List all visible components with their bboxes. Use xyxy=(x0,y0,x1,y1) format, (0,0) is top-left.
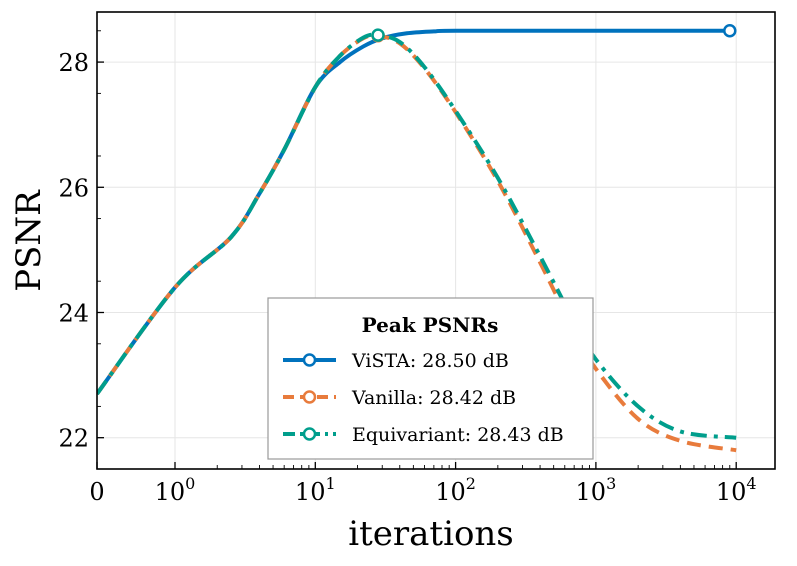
x-tick-base: 10 xyxy=(576,478,607,506)
x-tick-base: 10 xyxy=(435,478,466,506)
x-tick-label: 103 xyxy=(576,474,617,506)
legend-box xyxy=(267,297,594,460)
x-tick-base: 0 xyxy=(89,478,104,506)
x-tick-exponent: 1 xyxy=(325,474,335,493)
x-tick-base: 10 xyxy=(716,478,747,506)
x-axis-label: iterations xyxy=(348,514,514,554)
legend-entries: ViSTA: 28.50 dB Vanilla: 28.42 dB Equivari… xyxy=(283,350,564,446)
legend-title: Peak PSNRs xyxy=(362,313,499,337)
x-tick-label: 102 xyxy=(435,474,476,506)
legend: Peak PSNRs ViSTA: 28.50 dB Vanilla: 28.42… xyxy=(267,297,594,460)
y-tick-label: 22 xyxy=(58,425,89,453)
x-tick-exponent: 4 xyxy=(746,474,756,493)
legend-label: ViSTA: 28.50 dB xyxy=(351,350,509,372)
legend-entry-vista: ViSTA: 28.50 dB xyxy=(283,350,509,372)
x-tick-label: 101 xyxy=(295,474,336,506)
legend-marker xyxy=(302,390,317,404)
y-tick-label: 26 xyxy=(58,174,89,202)
y-axis-label: PSNR xyxy=(9,189,49,292)
legend-marker xyxy=(302,427,317,441)
x-tick-exponent: 0 xyxy=(185,474,195,493)
legend-entry-equivariant: Equivariant: 28.43 dB xyxy=(283,424,564,446)
y-tick-label: 28 xyxy=(58,49,89,77)
peak-markers xyxy=(371,24,737,43)
x-tick-base: 10 xyxy=(155,478,186,506)
y-tick-labels: 22 24 26 28 xyxy=(58,49,89,453)
legend-label: Vanilla: 28.42 dB xyxy=(351,387,516,409)
x-tick-label: 104 xyxy=(716,474,757,506)
legend-entry-vanilla: Vanilla: 28.42 dB xyxy=(283,387,516,409)
plot-frame xyxy=(96,11,776,470)
x-tick-exponent: 3 xyxy=(606,474,616,493)
legend-marker xyxy=(302,353,317,367)
y-tick-label: 24 xyxy=(58,299,89,327)
peak-marker-equivariant xyxy=(371,28,385,42)
x-tick-label: 100 xyxy=(155,474,196,506)
ticks xyxy=(96,30,737,469)
x-tick-base: 10 xyxy=(295,478,326,506)
legend-label: Equivariant: 28.43 dB xyxy=(352,424,564,446)
x-tick-exponent: 2 xyxy=(466,474,476,493)
x-tick-label: 0 xyxy=(89,478,104,506)
peak-marker-vista xyxy=(723,24,737,38)
x-tick-labels: 0 100 101 102 103 104 xyxy=(89,474,756,506)
